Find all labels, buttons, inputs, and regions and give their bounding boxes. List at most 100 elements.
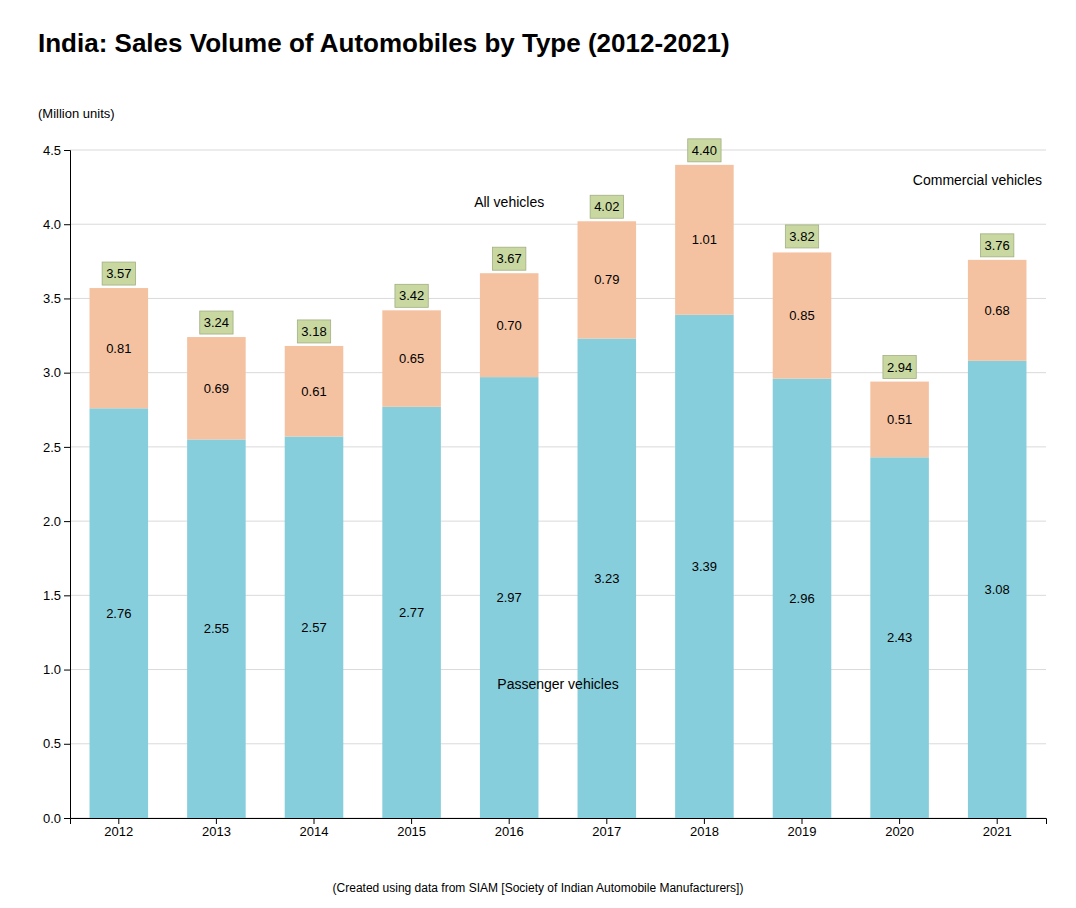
bar	[870, 457, 929, 818]
title: India: Sales Volume of Automobiles by Ty…	[38, 28, 730, 58]
y-tick-mark	[64, 744, 70, 745]
grid	[70, 150, 1046, 818]
data-label: 0.81	[106, 341, 131, 356]
series-label: Commercial vehicles	[913, 172, 1042, 188]
y-tick-mark	[64, 150, 70, 151]
data-label: 2.77	[399, 605, 424, 620]
x-tick-mark	[899, 818, 900, 824]
x-tick-label: 2018	[690, 824, 719, 839]
bar	[773, 252, 832, 378]
x-tick-label: 2016	[495, 824, 524, 839]
bar	[285, 346, 344, 437]
data-label: 0.70	[497, 318, 522, 333]
y-tick-mark	[64, 521, 70, 522]
chart: 0.00.51.01.52.02.53.03.54.04.52012201320…	[0, 0, 1076, 908]
x-tick-mark	[411, 818, 412, 824]
y-tick-mark	[64, 595, 70, 596]
y-tick: 4.0	[43, 217, 70, 232]
y-tick-mark	[64, 224, 70, 225]
y-tick-mark	[64, 298, 70, 299]
y-tick-mark	[64, 818, 70, 819]
x-tick: 2021	[983, 818, 1012, 839]
bar	[480, 377, 539, 818]
y-tick: 4.5	[43, 143, 70, 158]
y-tick-label: 0.5	[43, 736, 61, 751]
x-tick-mark	[118, 818, 119, 824]
total-label: 4.40	[692, 143, 717, 158]
x-tick: 2013	[202, 818, 231, 839]
total-label-box	[395, 284, 428, 307]
x-tick: 2014	[300, 818, 329, 839]
grid-line	[70, 224, 1046, 225]
y-tick-label: 1.0	[43, 662, 61, 677]
total-label-box	[785, 225, 818, 248]
y-tick-label: 4.0	[43, 217, 61, 232]
x-tick: 2019	[788, 818, 817, 839]
y-tick: 2.0	[43, 514, 70, 529]
y-tick-label: 2.5	[43, 440, 61, 455]
total-label-box	[981, 234, 1014, 257]
y-tick: 3.5	[43, 291, 70, 306]
x-tick: 2016	[495, 818, 524, 839]
x-tick: 2018	[690, 818, 719, 839]
y-tick: 3.0	[43, 365, 70, 380]
y-tick: 1.5	[43, 588, 70, 603]
x-axis: 2012201320142015201620172018201920202021	[71, 818, 1047, 839]
bar	[578, 339, 637, 818]
y-tick-mark	[64, 670, 70, 671]
bar	[773, 379, 832, 818]
bar	[968, 361, 1027, 818]
footer: (Created using data from SIAM [Society o…	[333, 881, 744, 895]
total-label-box	[297, 320, 330, 343]
data-label: 0.79	[594, 272, 619, 287]
data-label: 2.97	[497, 590, 522, 605]
bar	[480, 273, 539, 377]
x-tick: 2017	[592, 818, 621, 839]
total-label: 3.24	[204, 315, 229, 330]
plot: 0.00.51.01.52.02.53.03.54.04.52012201320…	[43, 139, 1047, 839]
total-label-box	[883, 356, 916, 379]
x-tick-mark	[509, 818, 510, 824]
y-axis-line	[64, 151, 71, 819]
data-label: 2.55	[204, 621, 229, 636]
total-label-box	[688, 139, 721, 162]
bar	[675, 315, 734, 818]
y-tick-label: 3.5	[43, 291, 61, 306]
y-tick: 2.5	[43, 440, 70, 455]
y-axis-title: (Million units)	[38, 106, 115, 121]
y-tick-label: 3.0	[43, 365, 61, 380]
data-label: 0.69	[204, 381, 229, 396]
series-label: Passenger vehicles	[497, 676, 618, 692]
total-label-box	[493, 247, 526, 270]
total-labels: 3.573.243.183.423.674.024.403.822.943.76	[102, 139, 1014, 379]
total-label: 3.82	[789, 229, 814, 244]
total-label: 4.02	[594, 199, 619, 214]
y-tick: 0.0	[43, 811, 70, 826]
data-label: 3.08	[985, 582, 1010, 597]
data-label: 3.23	[594, 571, 619, 586]
y-tick: 0.5	[43, 736, 70, 751]
y-tick-mark	[64, 447, 70, 448]
data-label: 0.61	[301, 384, 326, 399]
grid-line	[70, 150, 1046, 151]
bar	[382, 310, 441, 406]
y-tick: 1.0	[43, 662, 70, 677]
data-label: 0.65	[399, 351, 424, 366]
data-label: 1.01	[692, 232, 717, 247]
x-tick-mark	[997, 818, 998, 824]
data-label: 0.68	[985, 303, 1010, 318]
y-tick-label: 1.5	[43, 588, 61, 603]
x-tick-label: 2014	[300, 824, 329, 839]
x-tick-mark	[216, 818, 217, 824]
bar	[870, 382, 929, 458]
total-label-box	[590, 195, 623, 218]
bar	[675, 165, 734, 315]
data-label: 3.39	[692, 559, 717, 574]
data-label: 0.51	[887, 412, 912, 427]
x-tick: 2020	[885, 818, 914, 839]
data-label: 2.96	[789, 591, 814, 606]
total-label-box	[200, 311, 233, 334]
y-axis: 0.0 0.5 1.0 1.5 2.0 2.5 3.0 3.5 4.0 4.5	[43, 143, 71, 826]
y-tick-mark	[64, 373, 70, 374]
x-tick-label: 2017	[592, 824, 621, 839]
